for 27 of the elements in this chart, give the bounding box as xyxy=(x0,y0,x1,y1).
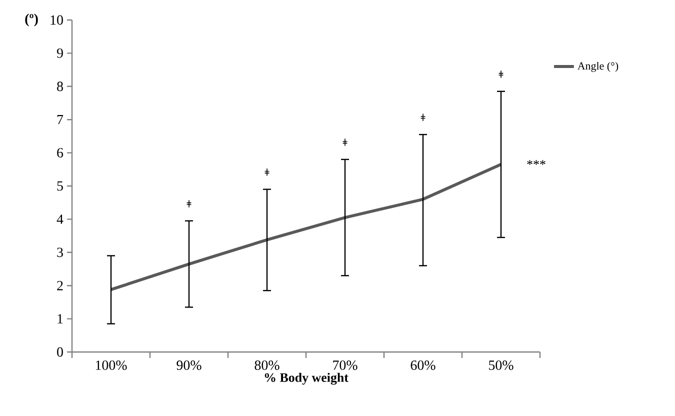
y-tick-label: 3 xyxy=(57,248,63,258)
y-tick-label: 10 xyxy=(50,15,63,25)
y-tick-label: 7 xyxy=(57,115,64,124)
x-tick-label: 50% xyxy=(489,360,514,370)
y-tick-label: 4 xyxy=(56,214,64,224)
y-tick-label: 6 xyxy=(57,148,64,158)
x-tick-label: 90% xyxy=(176,360,202,370)
x-tick-label: 100% xyxy=(96,360,127,370)
annotation: ǂ xyxy=(420,114,426,122)
x-tick-label: 70% xyxy=(333,360,358,370)
line-series xyxy=(110,162,502,292)
annotation: ǂ xyxy=(498,70,504,78)
annotation: *** xyxy=(527,160,546,165)
annotation: ǂ xyxy=(342,138,348,146)
x-tick-label: 60% xyxy=(410,360,436,370)
y-tick-label: 1 xyxy=(58,314,63,324)
annotation: ǂ xyxy=(186,200,192,208)
x-axis-title: % Body weight xyxy=(264,372,348,385)
y-axis-title: (º) xyxy=(25,14,38,26)
y-tick-label: 9 xyxy=(56,48,63,58)
x-tick-label: 80% xyxy=(254,360,280,370)
y-tick-label: 5 xyxy=(57,181,63,191)
legend-label: Angle (°) xyxy=(577,62,618,72)
y-tick-label: 8 xyxy=(57,82,63,92)
annotation: ǂ xyxy=(264,168,270,176)
y-tick-label: 2 xyxy=(57,280,63,290)
y-tick-label: 0 xyxy=(57,347,63,357)
